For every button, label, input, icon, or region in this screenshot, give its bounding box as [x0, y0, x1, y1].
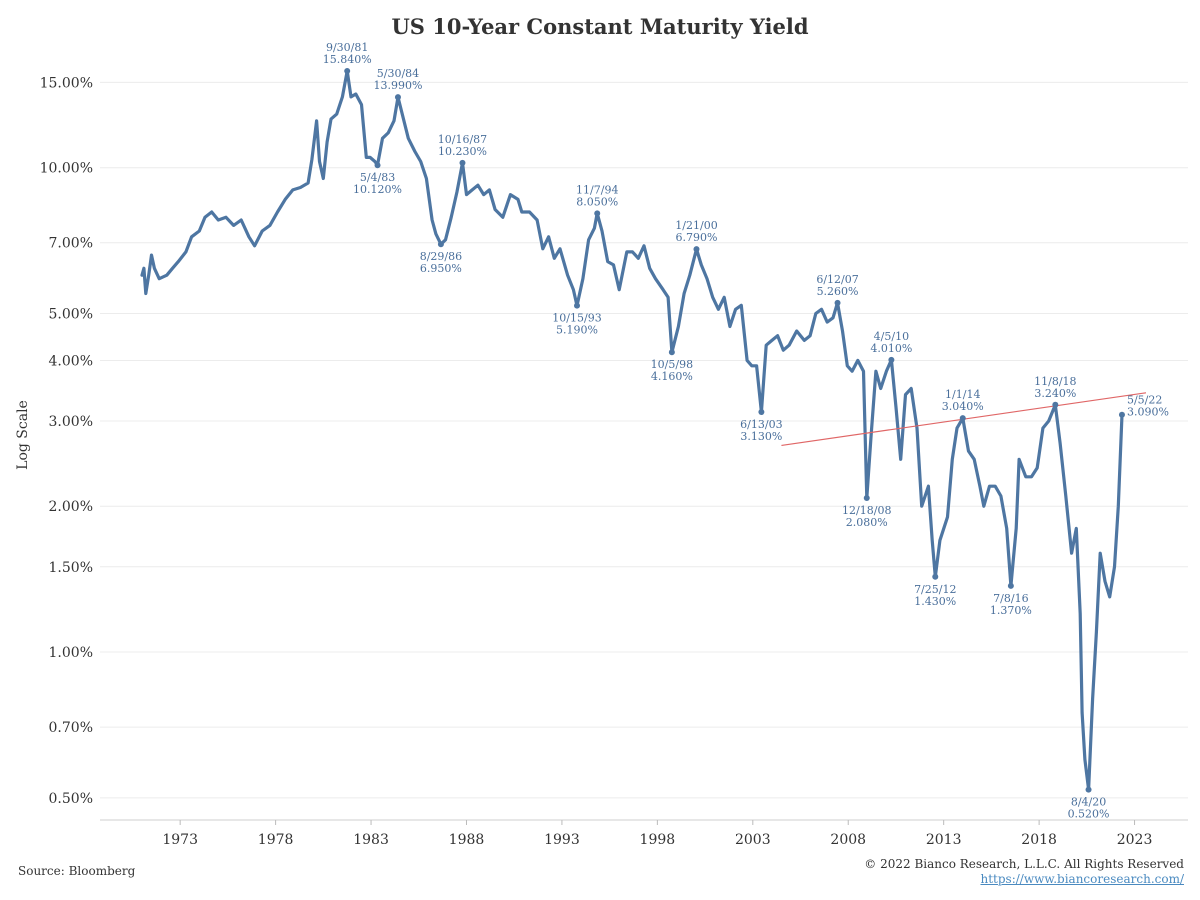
- annotation-value: 5.190%: [556, 324, 598, 337]
- y-tick-label: 7.00%: [49, 236, 93, 252]
- x-tick-label: 1998: [640, 832, 676, 848]
- annotation-value: 15.840%: [323, 53, 372, 66]
- y-tick-label: 3.00%: [49, 414, 93, 430]
- annotation-date: 1/1/14: [945, 388, 980, 401]
- yield-series-line: [140, 69, 1124, 792]
- annotation-point: [574, 302, 581, 309]
- annotation-value: 10.120%: [353, 183, 402, 196]
- annotation-point: [594, 210, 601, 217]
- y-tick-label: 2.00%: [49, 499, 93, 515]
- annotation-date: 12/18/08: [842, 504, 891, 517]
- annotation-date: 5/4/83: [360, 171, 395, 184]
- annotation-point: [693, 246, 700, 253]
- annotation-date: 7/25/12: [914, 583, 956, 596]
- x-tick-label: 1983: [353, 832, 389, 848]
- annotation-point: [834, 299, 841, 306]
- annotation-value: 13.990%: [373, 79, 422, 92]
- website-link[interactable]: https://www.biancoresearch.com/: [980, 872, 1184, 886]
- x-tick-label: 2023: [1117, 832, 1153, 848]
- annotation-date: 8/29/86: [420, 250, 462, 263]
- annotation-value: 2.080%: [846, 516, 888, 529]
- y-tick-label: 15.00%: [40, 75, 93, 91]
- x-axis: 1973 1978 1983 1988 1993 1998 2003 2008 2013 2018…: [162, 820, 1152, 848]
- annotation-value: 8.050%: [576, 195, 618, 208]
- y-tick-label: 1.50%: [49, 560, 93, 576]
- annotation-point: [888, 356, 895, 363]
- annotation-date: 6/12/07: [816, 273, 858, 286]
- y-tick-label: 10.00%: [40, 161, 93, 177]
- chart-title: US 10-Year Constant Maturity Yield: [391, 14, 809, 39]
- x-tick-label: 1993: [544, 832, 580, 848]
- annotation-date: 5/5/22: [1127, 394, 1162, 407]
- y-axis-label: Log Scale: [15, 400, 31, 470]
- annotation-point: [374, 162, 381, 169]
- annotation-date: 9/30/81: [326, 41, 368, 54]
- y-axis: 0.50% 0.70% 1.00% 1.50% 2.00% 3.00% 4.00% 5.00%…: [40, 75, 93, 806]
- annotation-point: [668, 349, 675, 356]
- annotation-point: [1007, 582, 1014, 589]
- annotation-date: 10/16/87: [438, 133, 487, 146]
- annotation-value: 5.260%: [817, 285, 859, 298]
- annotation-value: 4.160%: [651, 370, 693, 383]
- annotation-point: [1052, 401, 1059, 408]
- source-note: Source: Bloomberg: [18, 864, 136, 878]
- annotation-point: [863, 494, 870, 501]
- annotation-date: 11/8/18: [1034, 375, 1076, 388]
- x-tick-label: 1973: [162, 832, 198, 848]
- y-tick-label: 5.00%: [49, 307, 93, 323]
- annotation-value: 0.520%: [1068, 808, 1110, 821]
- annotation-value: 6.790%: [676, 231, 718, 244]
- annotation-date: 5/30/84: [377, 67, 419, 80]
- annotation-value: 3.130%: [740, 430, 782, 443]
- annotation-value: 6.950%: [420, 262, 462, 275]
- annotation-point: [1085, 786, 1092, 793]
- annotation-value: 1.370%: [990, 604, 1032, 617]
- series-layer: [140, 69, 1124, 792]
- annotation-value: 3.040%: [942, 400, 984, 413]
- x-tick-label: 1988: [449, 832, 485, 848]
- annotation-date: 10/5/98: [651, 358, 693, 371]
- annotation-value: 10.230%: [438, 145, 487, 158]
- x-tick-label: 2013: [926, 832, 962, 848]
- annotation-point: [959, 415, 966, 422]
- annotation-date: 10/15/93: [552, 312, 601, 325]
- annotation-point: [437, 241, 444, 248]
- x-tick-label: 2003: [735, 832, 771, 848]
- x-tick-label: 1978: [258, 832, 294, 848]
- copyright-text: © 2022 Bianco Research, L.L.C. All Right…: [864, 857, 1184, 871]
- x-tick-label: 2018: [1021, 832, 1057, 848]
- annotation-date: 7/8/16: [993, 592, 1028, 605]
- y-tick-label: 4.00%: [49, 353, 93, 369]
- annotation-date: 4/5/10: [874, 330, 909, 343]
- y-tick-label: 1.00%: [49, 645, 93, 661]
- annotation-value: 4.010%: [870, 342, 912, 355]
- annotation-point: [344, 67, 351, 74]
- grid-lines: [100, 81, 1188, 799]
- x-tick-label: 2008: [830, 832, 866, 848]
- annotation-value: 1.430%: [914, 595, 956, 608]
- y-tick-label: 0.50%: [49, 791, 93, 807]
- annotation-point: [758, 409, 765, 416]
- annotation-point: [459, 159, 466, 166]
- annotation-value: 3.090%: [1127, 406, 1169, 419]
- annotation-point: [394, 94, 401, 101]
- annotation-point: [932, 573, 939, 580]
- annotation-value: 3.240%: [1034, 387, 1076, 400]
- annotation-date: 1/21/00: [675, 219, 717, 232]
- annotation-date: 6/13/03: [740, 418, 782, 431]
- annotation-date: 11/7/94: [576, 183, 618, 196]
- footer-credits: © 2022 Bianco Research, L.L.C. All Right…: [864, 857, 1184, 887]
- annotation-point: [1118, 411, 1125, 418]
- y-tick-label: 0.70%: [49, 720, 93, 736]
- annotation-date: 8/4/20: [1071, 796, 1106, 809]
